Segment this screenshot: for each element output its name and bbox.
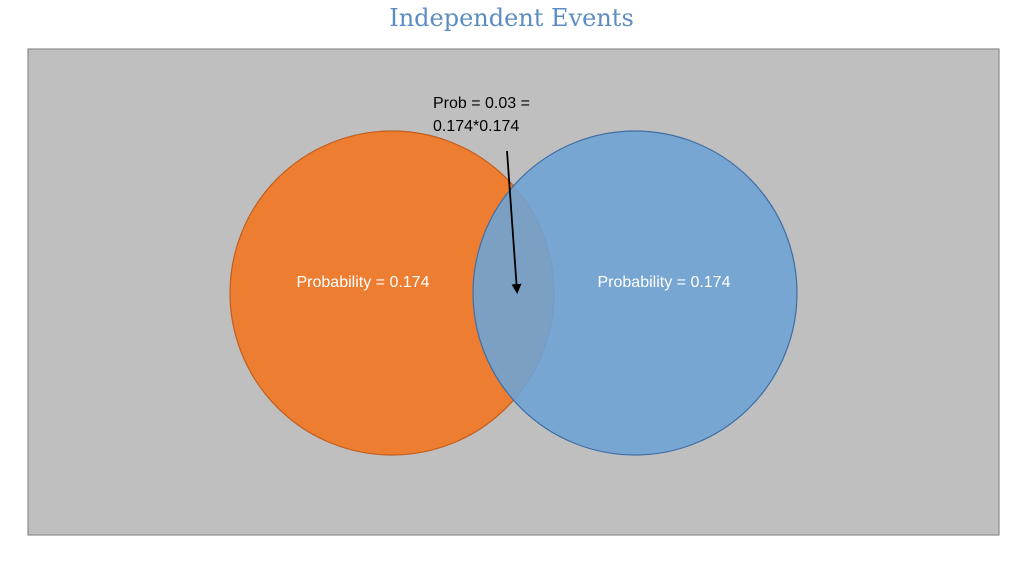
event-b-label: Probability = 0.174 [598, 274, 731, 291]
intersection-label-line1: Prob = 0.03 = [433, 95, 530, 112]
intersection-arrow [506, 150, 522, 294]
event-b-circle [472, 130, 798, 456]
event-a-label: Probability = 0.174 [297, 274, 430, 291]
intersection-label-line2: 0.174*0.174 [433, 118, 519, 135]
diagram-title: Independent Events [389, 4, 634, 32]
